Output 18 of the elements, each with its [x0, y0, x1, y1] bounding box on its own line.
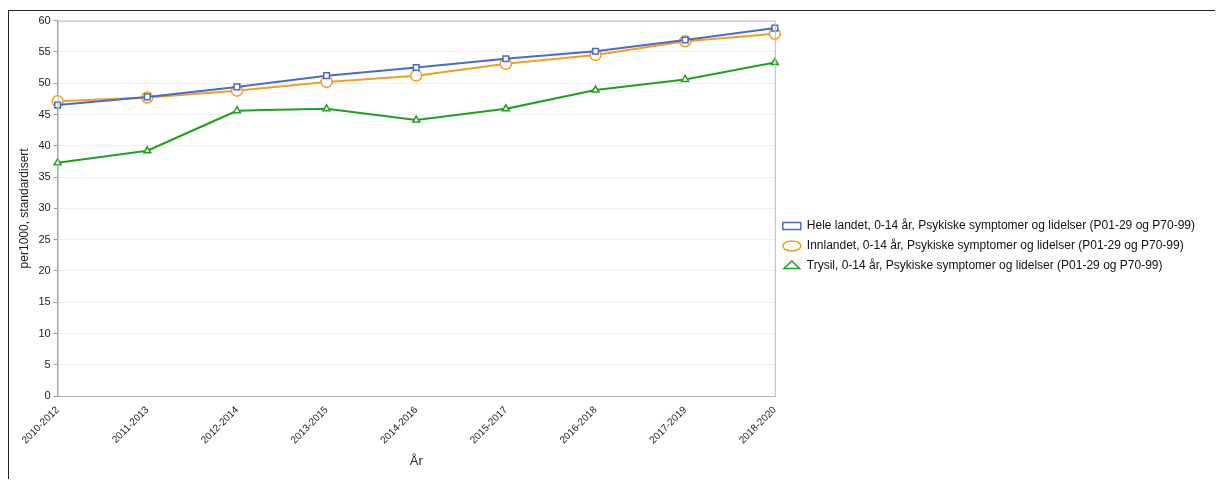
y-tick-label: 15: [38, 295, 51, 308]
legend-label: Hele landet, 0-14 år, Psykiske symptomer og lidelser (P01-29 og P70-99): [806, 218, 1196, 233]
y-tick-label: 45: [38, 107, 51, 120]
y-tick-label: 35: [38, 170, 51, 183]
y-tick-label: 0: [44, 389, 51, 402]
y-tick-label: 5: [44, 357, 51, 370]
y-tick-label: 40: [38, 138, 51, 151]
y-tick-label: 25: [38, 232, 51, 245]
y-tick-label: 55: [38, 44, 51, 57]
legend-label: Trysil, 0-14 år, Psykiske symptomer og lidelser (P01-29 og P70-99): [806, 258, 1163, 273]
legend-label: Innlandet, 0-14 år, Psykiske symptomer og lidelser (P01-29 og P70-99): [806, 238, 1184, 253]
y-tick-label: 50: [38, 76, 51, 89]
y-tick-label: 60: [38, 13, 51, 26]
y-axis-title: per1000, standardisert: [16, 147, 31, 269]
x-axis-title: År: [409, 452, 424, 468]
y-tick-label: 10: [38, 326, 51, 339]
y-tick-label: 30: [38, 201, 51, 214]
y-tick-label: 20: [38, 263, 51, 276]
